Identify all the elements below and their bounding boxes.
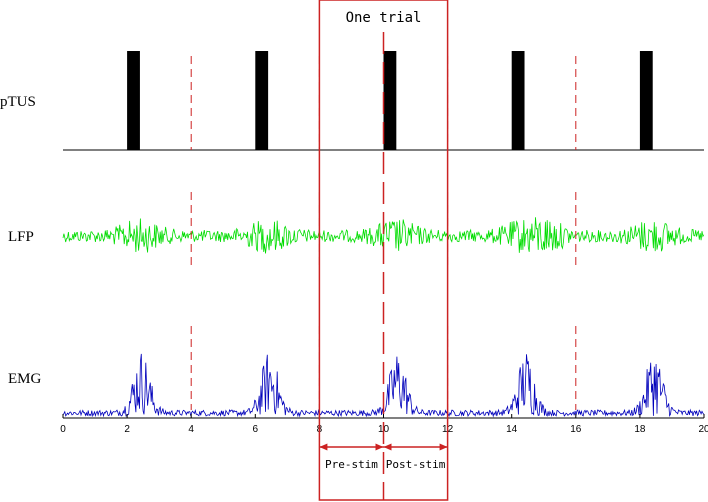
- time-tick-label: 6: [253, 424, 259, 435]
- time-tick-label: 0: [60, 424, 66, 435]
- ptus-pulse: [383, 51, 397, 150]
- ptus-pulses: [127, 51, 653, 150]
- ptus-row-label: pTUS: [0, 94, 36, 110]
- lfp-row-label: LFP: [8, 229, 34, 245]
- one-trial-box: [318, 0, 449, 501]
- ptus-pulse: [639, 51, 653, 150]
- time-tick-label: 2: [124, 424, 130, 435]
- time-tick-label: 20: [698, 424, 708, 435]
- post-stim-label: Post-stim: [386, 458, 446, 471]
- one-trial-label: One trial: [346, 10, 422, 26]
- pre-stim-arrowhead-left: [319, 443, 328, 451]
- lfp-trace-group: [62, 217, 705, 254]
- lfp-trace: [62, 217, 705, 254]
- time-tick-label: 18: [634, 424, 646, 435]
- pre-stim-label: Pre-stim: [325, 458, 378, 471]
- pre-post-arrows: [319, 443, 448, 451]
- post-stim-arrowhead-left: [383, 443, 392, 451]
- emg-row-label: EMG: [8, 371, 42, 387]
- ptus-pulse: [255, 51, 269, 150]
- time-tick-label: 16: [570, 424, 582, 435]
- time-tick-label: 14: [506, 424, 518, 435]
- ptus-pulse: [127, 51, 140, 150]
- post-stim-arrowhead-right: [439, 443, 448, 451]
- time-tick-label: 4: [188, 424, 194, 435]
- ptus-pulse: [511, 51, 525, 150]
- pre-stim-arrowhead-right: [375, 443, 384, 451]
